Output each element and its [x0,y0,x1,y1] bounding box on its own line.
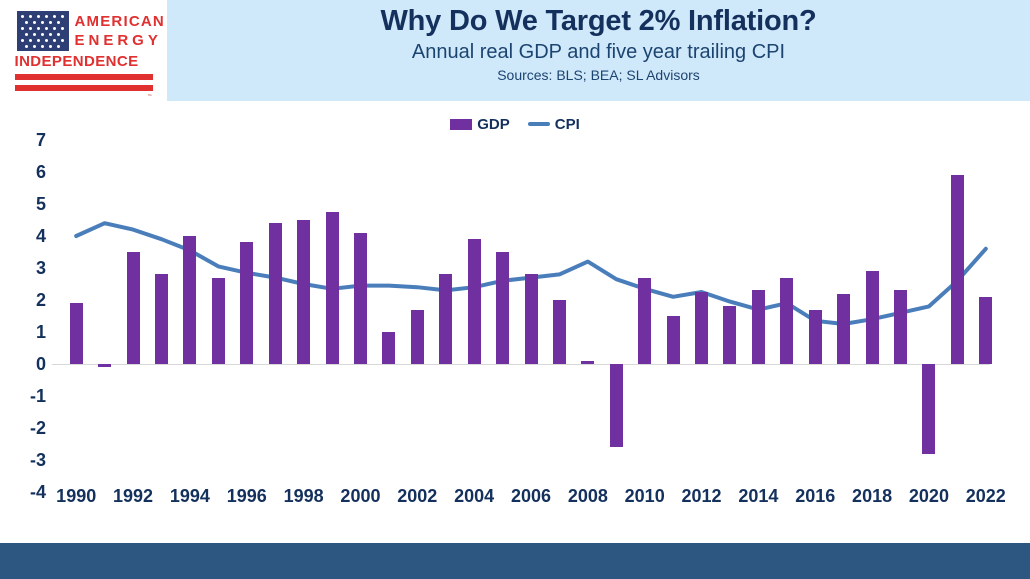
logo-word-independence: INDEPENDENCE [14,52,139,70]
legend-item-cpi[interactable]: CPI [527,115,580,133]
x-axis-tick: 2006 [510,486,552,506]
y-axis-tick: 4 [35,226,46,246]
x-axis-tick: 2010 [624,486,665,506]
x-axis-tick: 2012 [681,486,722,506]
chart-legend: GDP CPI [0,112,1030,136]
gdp-bar [894,290,907,364]
y-axis-tick: -1 [29,386,46,406]
gdp-bar [666,316,680,364]
x-axis-tick: 2008 [567,486,608,506]
y-axis-tick: 7 [35,130,46,150]
legend-swatch-gdp-icon [450,118,473,130]
gdp-bar [695,292,709,364]
gdp-bar [353,232,367,364]
gdp-bar [950,175,964,364]
gdp-bar [297,220,311,364]
gdp-bar [410,309,424,364]
gdp-bar [240,242,254,364]
y-axis-tick: 2 [35,290,46,310]
gdp-bar [183,236,197,364]
chart-canvas [52,136,1012,496]
legend-swatch-cpi-icon [527,122,550,126]
x-axis: 1990 1992 1994 1996 1998 2000 2002 2004 2006 2008… [0,486,1030,526]
gdp-bar [865,271,879,364]
x-axis-tick: 2004 [454,486,495,506]
gdp-bar [439,274,453,364]
x-axis-tick: 2000 [340,486,381,506]
y-axis-tick: 0 [35,354,46,374]
x-axis-tick: 2018 [852,486,893,506]
y-axis: 7 6 5 4 3 2 1 0 -1 -2 -3 -4 [0,131,52,504]
y-axis-tick: 3 [35,258,46,278]
gdp-bar [154,274,168,364]
gdp-bar [837,293,851,364]
gdp-bar [268,223,282,364]
page-header: AMERICAN ENERGY INDEPENDENCE ™ Why Do We… [0,0,1030,101]
gdp-bar [69,303,83,364]
logo-graphic: AMERICAN ENERGY INDEPENDENCE ™ [9,5,164,98]
x-axis-tick: 2002 [397,486,438,506]
y-axis-tick: 6 [35,162,46,182]
page-subtitle: Annual real GDP and five year trailing C… [411,41,786,63]
flag-star-field-icon [16,10,69,51]
gdp-bar [638,277,652,364]
gdp-bar [382,332,396,364]
x-axis-tick: 1992 [113,486,154,506]
gdp-bar [780,277,794,364]
x-axis-tick: 2020 [908,486,949,506]
chart-plot-area: 7 6 5 4 3 2 1 0 -1 -2 -3 -4 1990 1992 1994 1996 1998 200… [0,131,1030,536]
gdp-bar [325,212,339,364]
brand-logo: AMERICAN ENERGY INDEPENDENCE ™ [0,0,167,101]
flag-stripe-lower [14,84,153,91]
y-axis-tick: -3 [29,450,46,470]
x-axis-tick: 1990 [56,486,97,506]
x-axis-tick: 1998 [283,486,324,506]
y-axis-tick: 1 [35,322,46,342]
gdp-bar [751,290,765,364]
gdp-bar [581,360,595,364]
page-title: Why Do We Target 2% Inflation? [380,5,817,37]
x-axis-tick: 1994 [169,486,210,506]
y-axis-tick: 5 [35,194,46,214]
y-axis-tick: -2 [29,418,46,438]
x-axis-tick: 2014 [738,486,779,506]
gdp-bar [979,296,993,364]
gdp-bar [524,274,538,364]
gdp-bar [467,239,481,364]
legend-item-gdp[interactable]: GDP [450,116,510,133]
x-axis-tick: 2022 [965,486,1006,506]
gdp-bar [609,364,623,448]
gdp-bar [211,277,225,364]
title-block: Why Do We Target 2% Inflation? Annual re… [167,0,1030,101]
sources-note: Sources: BLS; BEA; SL Advisors [497,67,700,83]
legend-label-gdp: GDP [477,115,510,133]
legend-label-cpi: CPI [554,115,580,133]
logo-word-american: AMERICAN [74,12,165,30]
gdp-bar [496,252,510,364]
logo-word-energy: ENERGY [74,31,162,49]
trademark-symbol: ™ [147,92,152,98]
flag-stripe-upper [14,73,153,80]
footer-band [0,543,1030,579]
gdp-bar [126,252,140,364]
x-axis-tick: 1996 [226,486,267,506]
gdp-bar [922,364,936,454]
gdp-bar [552,300,566,364]
gdp-bar [98,364,112,368]
y-axis-tick: -4 [29,482,46,502]
x-axis-tick: 2016 [795,486,836,506]
gdp-bar [808,309,822,364]
zero-baseline [52,364,990,365]
gdp-bar [723,306,737,364]
